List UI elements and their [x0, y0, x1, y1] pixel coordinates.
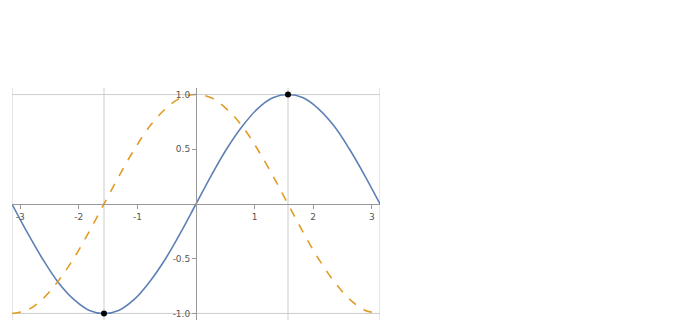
svg-text:-1.0: -1.0 — [173, 309, 191, 319]
svg-text:-1: -1 — [133, 212, 142, 222]
svg-text:0.5: 0.5 — [176, 144, 190, 154]
svg-text:-2: -2 — [74, 212, 83, 222]
svg-text:3: 3 — [369, 212, 375, 222]
svg-text:-3: -3 — [16, 212, 25, 222]
svg-text:1.0: 1.0 — [176, 90, 191, 100]
svg-text:1: 1 — [252, 212, 258, 222]
svg-text:2: 2 — [310, 212, 316, 222]
svg-text:-0.5: -0.5 — [173, 254, 191, 264]
